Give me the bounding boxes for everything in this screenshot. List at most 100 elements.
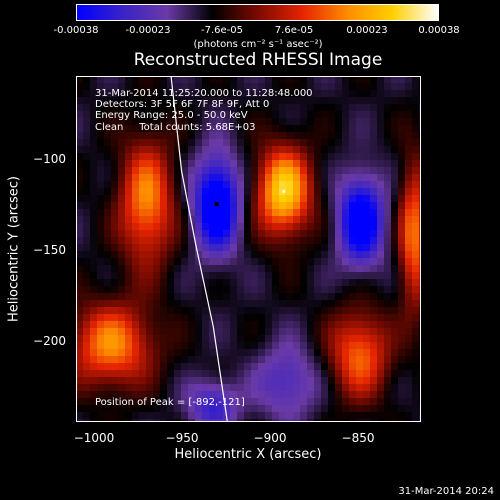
heatmap-cell [272, 328, 280, 336]
heatmap-cell [265, 188, 273, 196]
heatmap-cell [286, 125, 294, 133]
heatmap-cell [328, 174, 336, 182]
heatmap-cell [328, 405, 336, 413]
heatmap-cell [223, 307, 231, 315]
heatmap-cell [370, 118, 378, 126]
heatmap-cell [104, 293, 112, 301]
heatmap-cell [167, 398, 175, 406]
plot-frame [76, 76, 421, 422]
heatmap-cell [230, 419, 238, 422]
heatmap-cell [104, 139, 112, 147]
heatmap-cell [181, 174, 189, 182]
heatmap-cell [244, 335, 252, 343]
heatmap-cell [90, 363, 98, 371]
heatmap-cell [391, 195, 399, 203]
heatmap-cell [202, 153, 210, 161]
heatmap-cell [307, 391, 315, 399]
heatmap-cell [111, 153, 119, 161]
heatmap-cell [328, 118, 336, 126]
heatmap-cell [104, 153, 112, 161]
heatmap-cell [244, 244, 252, 252]
heatmap-cell [286, 244, 294, 252]
heatmap-cell [356, 202, 364, 210]
heatmap-cell [405, 279, 413, 287]
heatmap-cell [111, 321, 119, 329]
heatmap-cell [230, 286, 238, 294]
heatmap-cell [153, 398, 161, 406]
heatmap-cell [167, 405, 175, 413]
heatmap-cell [230, 272, 238, 280]
heatmap-cell [307, 153, 315, 161]
heatmap-cell [90, 328, 98, 336]
heatmap-cell [188, 328, 196, 336]
heatmap-cell [237, 300, 245, 308]
heatmap-cell [300, 321, 308, 329]
heatmap-cell [279, 300, 287, 308]
heatmap-cell [223, 202, 231, 210]
heatmap-cell [83, 293, 91, 301]
heatmap-cell [300, 286, 308, 294]
heatmap-cell [244, 76, 252, 84]
heatmap-cell [286, 216, 294, 224]
heatmap-cell [139, 293, 147, 301]
heatmap-cell [286, 370, 294, 378]
heatmap-cell [265, 398, 273, 406]
heatmap-cell [146, 265, 154, 273]
heatmap-cell [314, 384, 322, 392]
heatmap-cell [118, 300, 126, 308]
heatmap-cell [160, 342, 168, 350]
heatmap-cell [279, 258, 287, 266]
heatmap-cell [83, 160, 91, 168]
heatmap-cell [391, 377, 399, 385]
heatmap-cell [209, 188, 217, 196]
heatmap-cell [335, 356, 343, 364]
heatmap-cell [293, 328, 301, 336]
heatmap-cell [188, 335, 196, 343]
heatmap-cell [174, 104, 182, 112]
heatmap-cell [377, 279, 385, 287]
heatmap-cell [377, 139, 385, 147]
heatmap-cell [412, 377, 420, 385]
heatmap-cell [160, 391, 168, 399]
heatmap-cell [146, 118, 154, 126]
heatmap-cell [202, 321, 210, 329]
heatmap-cell [111, 104, 119, 112]
heatmap-cell [384, 195, 392, 203]
heatmap-cell [321, 230, 329, 238]
heatmap-cell [398, 342, 406, 350]
heatmap-cell [314, 104, 322, 112]
heatmap-cell [237, 258, 245, 266]
heatmap-cell [314, 377, 322, 385]
heatmap-cell [342, 272, 350, 280]
heatmap-cell [125, 118, 133, 126]
heatmap-cell [209, 230, 217, 238]
heatmap-cell [342, 363, 350, 371]
heatmap-cell [349, 90, 357, 98]
heatmap-cell [293, 307, 301, 315]
heatmap-cell [328, 412, 336, 420]
heatmap-cell [111, 377, 119, 385]
heatmap-cell [265, 104, 273, 112]
heatmap-cell [349, 391, 357, 399]
colorbar [76, 4, 439, 21]
heatmap-cell [90, 139, 98, 147]
heatmap-cell [384, 146, 392, 154]
heatmap-cell [160, 202, 168, 210]
heatmap-cell [97, 307, 105, 315]
heatmap-cell [111, 405, 119, 413]
heatmap-cell [139, 384, 147, 392]
heatmap-cell [97, 244, 105, 252]
heatmap-cell [412, 293, 420, 301]
heatmap-cell [230, 370, 238, 378]
heatmap-cell [167, 356, 175, 364]
heatmap-cell [139, 139, 147, 147]
heatmap-cell [188, 293, 196, 301]
heatmap-cell [174, 300, 182, 308]
heatmap-cell [174, 377, 182, 385]
heatmap-cell [167, 321, 175, 329]
heatmap-cell [251, 370, 259, 378]
heatmap-cell [272, 342, 280, 350]
heatmap-cell [293, 209, 301, 217]
heatmap-cell [90, 90, 98, 98]
heatmap-cell [97, 384, 105, 392]
